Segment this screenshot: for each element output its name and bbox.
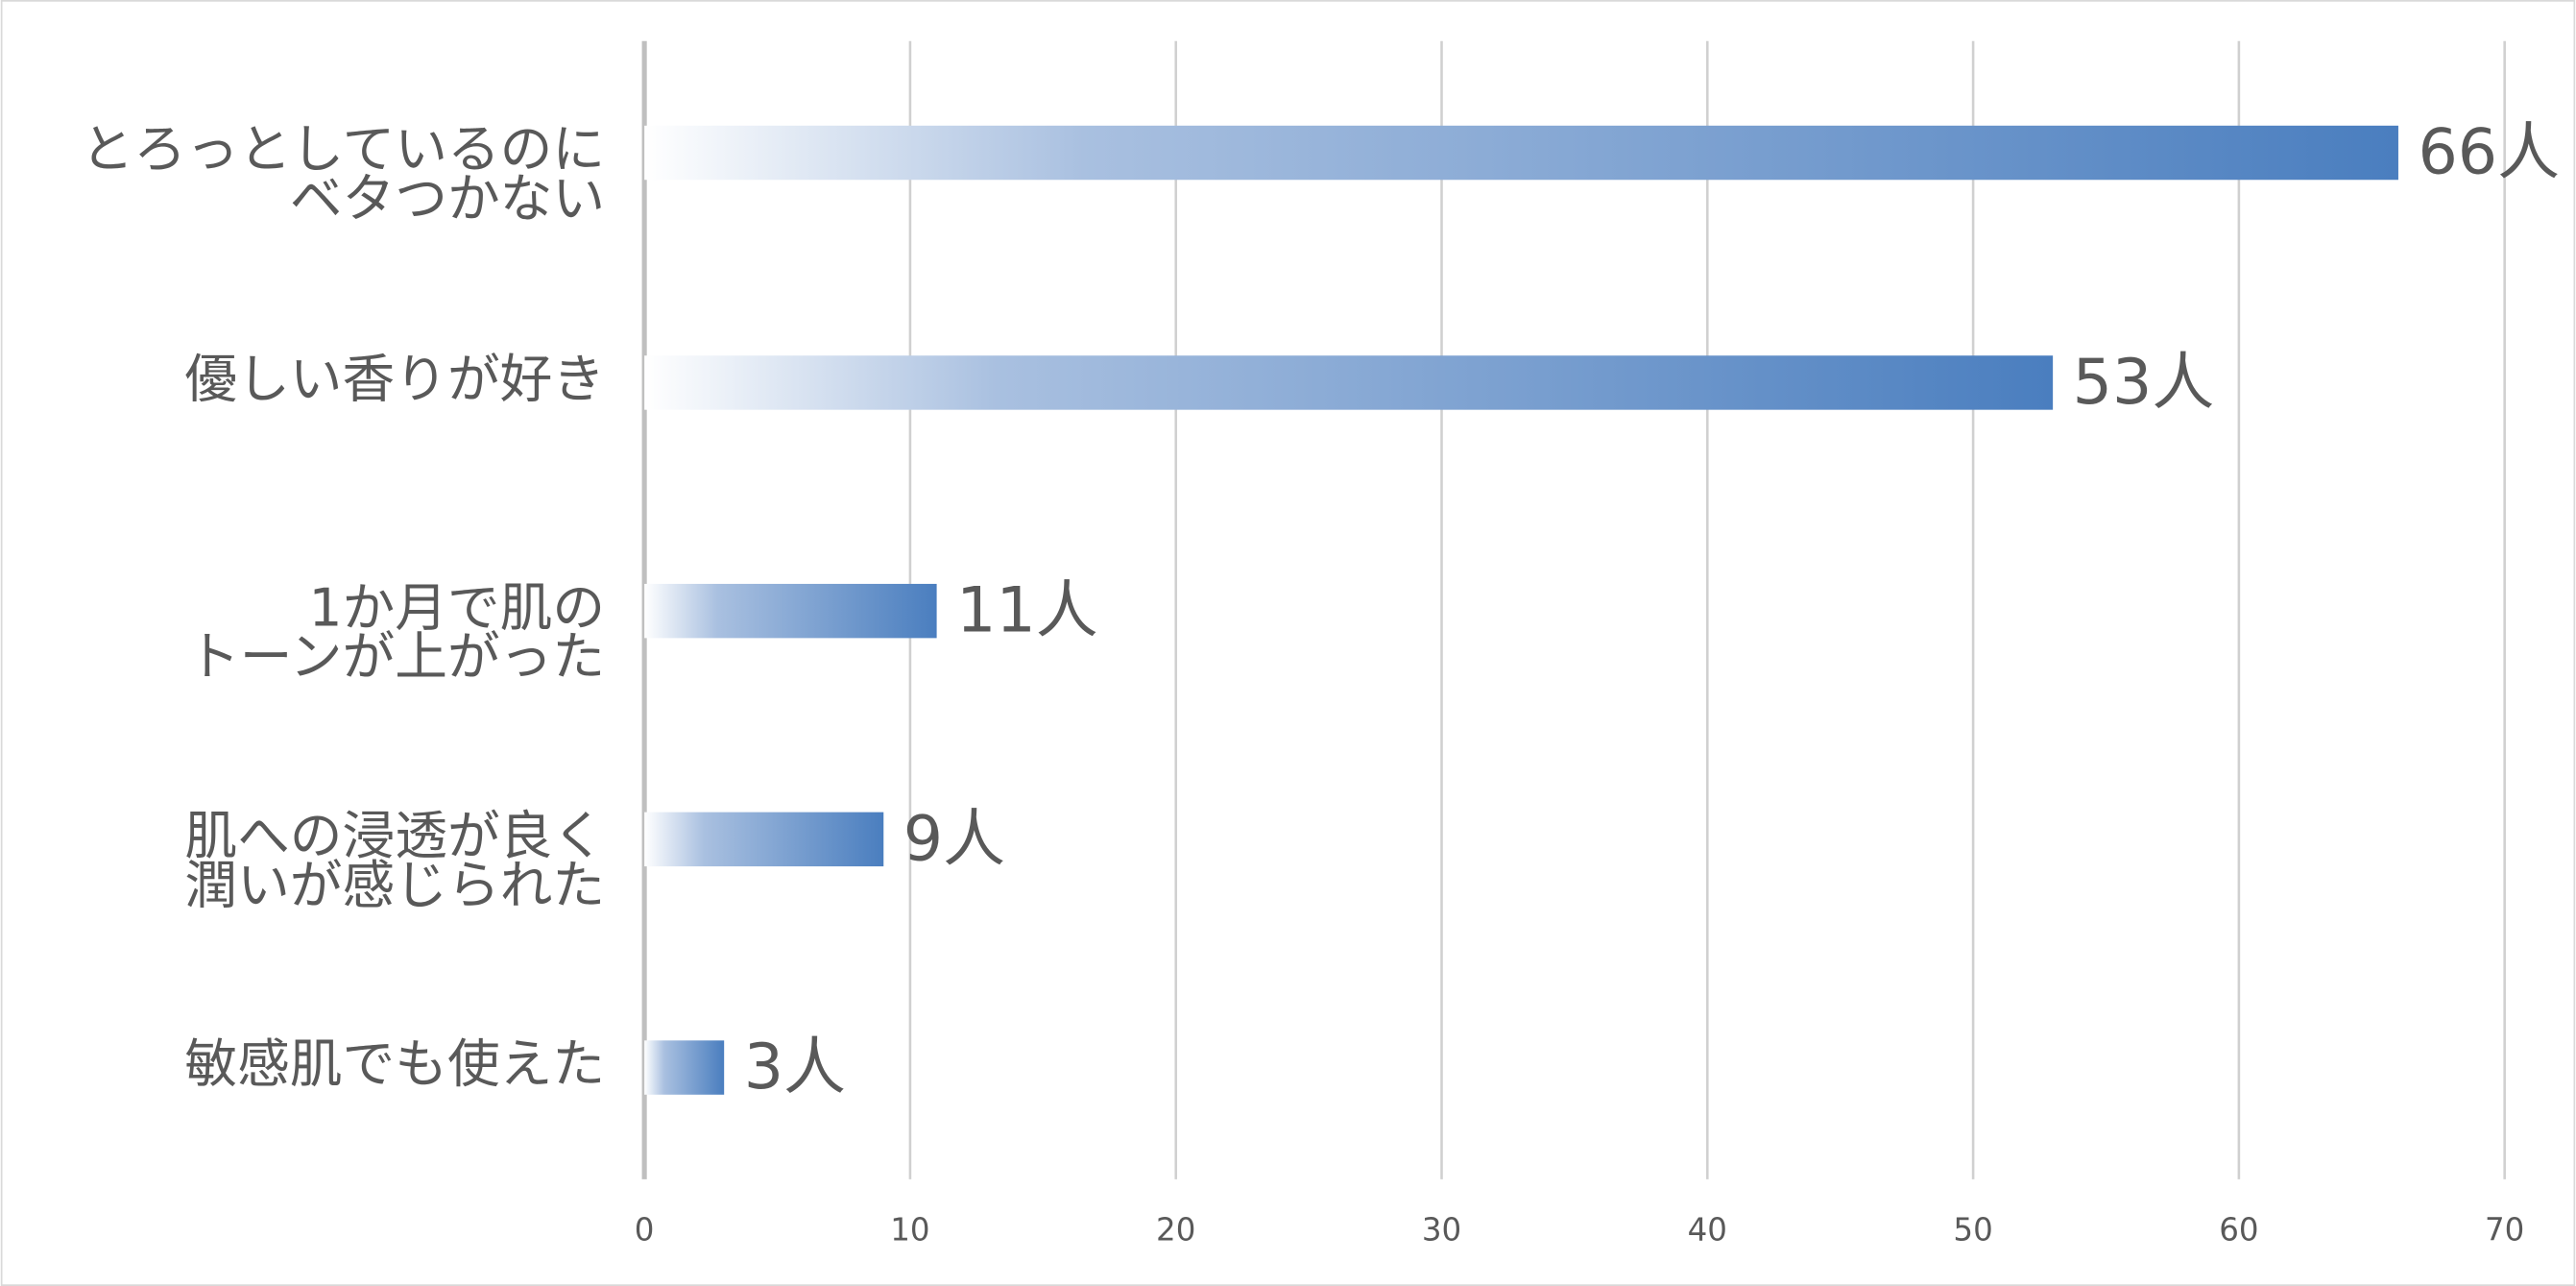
y-tick-label: 肌への浸透が良く xyxy=(184,805,605,866)
bar xyxy=(644,125,2398,181)
x-tick-label: 10 xyxy=(890,1212,929,1249)
data-label: 3人 xyxy=(744,1031,846,1104)
data-label: 9人 xyxy=(903,803,1005,875)
bar xyxy=(644,355,2054,410)
x-tick-label: 30 xyxy=(1422,1212,1461,1249)
y-tick-label: とろっとしているのに xyxy=(82,118,606,180)
data-label: 66人 xyxy=(2418,117,2560,189)
data-label: 11人 xyxy=(956,575,1098,647)
y-tick-label: 敏感肌でも使えた xyxy=(184,1033,605,1095)
x-tick-label: 20 xyxy=(1156,1212,1195,1249)
bar xyxy=(644,1040,725,1095)
x-tick-label: 40 xyxy=(1688,1212,1727,1249)
x-tick-label: 0 xyxy=(635,1212,655,1249)
x-tick-label: 70 xyxy=(2485,1212,2524,1249)
y-tick-label: トーンが上がった xyxy=(187,626,605,688)
y-tick-label: 優しい香りが好き xyxy=(184,349,605,410)
bar xyxy=(644,812,884,867)
y-tick-label: 潤いが感じられた xyxy=(184,854,605,915)
x-tick-label: 50 xyxy=(1953,1212,1992,1249)
x-tick-label: 60 xyxy=(2219,1212,2258,1249)
data-label: 53人 xyxy=(2073,347,2215,419)
bar xyxy=(644,583,937,639)
y-tick-label: 1か月で肌の xyxy=(309,576,605,638)
y-tick-label: ベタつかない xyxy=(290,167,605,229)
